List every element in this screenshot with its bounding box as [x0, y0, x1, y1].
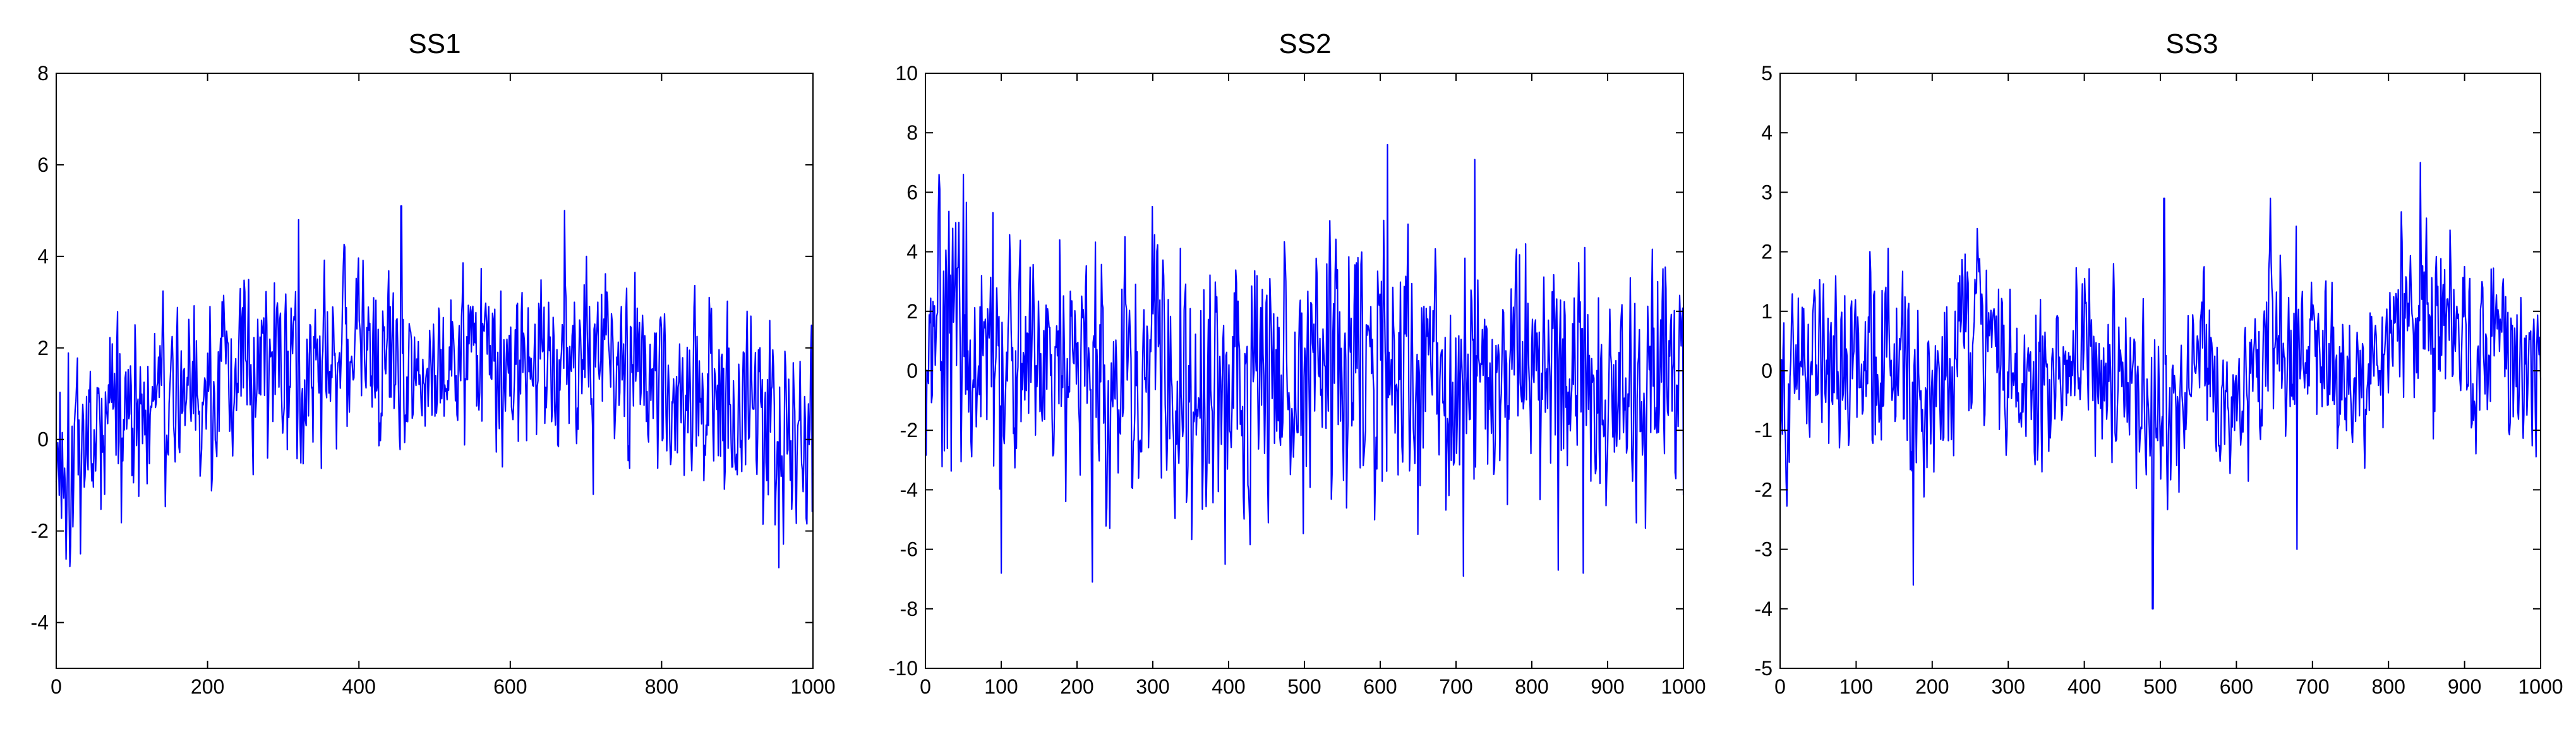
y-tick-label: -5 — [1755, 657, 1773, 680]
x-tick-label: 300 — [1136, 675, 1169, 698]
y-tick-label: -4 — [900, 478, 918, 501]
ticks-layer: 0 100 200 300 400 500 600 700 800 900 1000 -5 -4 -3 -2… — [1755, 62, 2563, 698]
x-tick-label: 1000 — [790, 675, 835, 698]
chart-ss2: SS2 0 100 200 300 400 500 600 700 800 900 1000-10-… — [889, 28, 1706, 698]
y-tick-label: 6 — [906, 181, 918, 203]
y-tick-label: -2 — [1755, 478, 1773, 501]
y-tick-label: -4 — [31, 611, 49, 634]
series-line — [1779, 162, 2542, 610]
x-tick-label: 200 — [1060, 675, 1093, 698]
y-tick-label: -1 — [1755, 419, 1773, 442]
chart-ss3: SS3 0 100 200 300 400 500 600 700 800 900 1000 -5 -4… — [1755, 28, 2563, 698]
x-tick-label: 0 — [51, 675, 62, 698]
x-tick-label: 0 — [1774, 675, 1786, 698]
x-tick-label: 1000 — [2518, 675, 2563, 698]
y-tick-label: -8 — [900, 598, 918, 620]
y-tick-label: 3 — [1761, 181, 1773, 203]
y-tick-label: 2 — [1761, 241, 1773, 263]
y-tick-label: 0 — [1761, 359, 1773, 382]
y-tick-label: -4 — [1755, 598, 1773, 620]
chart-title: SS2 — [1279, 28, 1331, 59]
y-tick-label: -2 — [900, 419, 918, 442]
x-tick-label: 400 — [2067, 675, 2101, 698]
x-tick-label: 300 — [1992, 675, 2025, 698]
series-line — [55, 205, 814, 569]
x-tick-label: 800 — [1515, 675, 1548, 698]
plot-layer — [924, 143, 1685, 583]
series-line — [924, 143, 1685, 583]
y-tick-label: 4 — [37, 245, 49, 268]
x-tick-label: 600 — [493, 675, 527, 698]
x-tick-label: 900 — [2448, 675, 2481, 698]
y-tick-label: 8 — [37, 62, 49, 85]
y-tick-label: -2 — [31, 520, 49, 543]
x-tick-label: 400 — [342, 675, 376, 698]
y-tick-label: 8 — [906, 121, 918, 144]
x-tick-label: 200 — [191, 675, 224, 698]
y-tick-label: 2 — [906, 300, 918, 323]
chart-ss1: SS1 0 200 400 600 800 1000 -4 -2 0 2 4 6 8 — [31, 28, 836, 698]
x-tick-label: 100 — [984, 675, 1018, 698]
y-tick-label: 4 — [906, 241, 918, 263]
y-tick-label: 2 — [37, 337, 49, 359]
plot-layer — [55, 205, 814, 569]
ticks-layer: 0 100 200 300 400 500 600 700 800 900 1000-10-8-6-… — [889, 62, 1706, 698]
x-tick-label: 400 — [1212, 675, 1245, 698]
y-tick-label: -3 — [1755, 538, 1773, 561]
x-tick-label: 800 — [645, 675, 678, 698]
chart-title: SS1 — [408, 28, 460, 59]
y-tick-label: 0 — [37, 428, 49, 451]
y-tick-label: -6 — [900, 538, 918, 561]
y-tick-label: 1 — [1761, 300, 1773, 323]
x-tick-label: 600 — [1363, 675, 1397, 698]
x-tick-label: 800 — [2372, 675, 2405, 698]
y-tick-label: 5 — [1761, 62, 1773, 85]
x-tick-label: 600 — [2220, 675, 2253, 698]
x-tick-label: 900 — [1591, 675, 1624, 698]
x-tick-label: 100 — [1839, 675, 1873, 698]
x-tick-label: 1000 — [1661, 675, 1706, 698]
y-tick-label: 4 — [1761, 121, 1773, 144]
y-tick-label: 0 — [906, 359, 918, 382]
ticks-layer: 0 200 400 600 800 1000 -4 -2 0 2 4 6 8 — [31, 62, 836, 698]
x-tick-label: 500 — [1287, 675, 1321, 698]
x-tick-label: 500 — [2143, 675, 2177, 698]
y-tick-label: -10 — [889, 657, 918, 680]
y-tick-label: 6 — [37, 153, 49, 176]
x-tick-label: 0 — [920, 675, 931, 698]
plot-layer — [1779, 162, 2542, 610]
chart-title: SS3 — [2165, 28, 2218, 59]
y-tick-label: 10 — [895, 62, 918, 85]
x-tick-label: 700 — [1439, 675, 1472, 698]
x-tick-label: 700 — [2296, 675, 2329, 698]
x-tick-label: 200 — [1915, 675, 1949, 698]
axes-box — [56, 73, 814, 669]
